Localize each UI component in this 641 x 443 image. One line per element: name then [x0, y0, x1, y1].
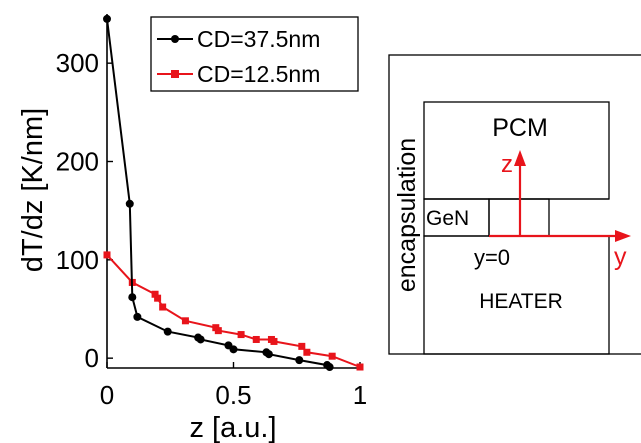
y-axis-label: y: [614, 243, 627, 271]
data-point: [103, 251, 111, 259]
data-point: [328, 352, 336, 360]
legend: CD=37.5nm CD=12.5nm: [150, 16, 359, 92]
data-point: [163, 327, 172, 336]
z-axis-arrow-head: [514, 150, 526, 166]
y-tick-label: 200: [56, 147, 99, 177]
data-point: [295, 356, 304, 365]
device-schematic: PCM encapsulation GeN y=0 HEATER z y: [388, 54, 641, 355]
legend-marker-square: [171, 70, 179, 78]
data-point: [303, 348, 311, 356]
data-point: [356, 363, 364, 371]
y-tick-label: 0: [85, 343, 99, 373]
heater-label: HEATER: [479, 290, 563, 313]
data-point: [133, 312, 142, 321]
series-cd-12-5nm: [103, 251, 364, 371]
data-point: [128, 293, 137, 302]
legend-label-cd-12-5: CD=12.5nm: [197, 61, 320, 87]
data-point: [325, 363, 334, 372]
encapsulation-label: encapsulation: [393, 138, 421, 292]
data-point: [264, 350, 273, 359]
x-axis-title: z [a.u.]: [189, 412, 276, 443]
data-point: [103, 14, 111, 23]
y-zero-label: y=0: [474, 245, 510, 270]
series-layer: [103, 14, 364, 372]
legend-entry-cd-37-5: CD=37.5nm: [157, 26, 320, 52]
x-tick-label: 1: [353, 380, 367, 410]
x-tick-label: 0: [100, 380, 114, 410]
legend-label-cd-37-5: CD=37.5nm: [197, 26, 320, 52]
data-point: [252, 335, 260, 343]
x-ticks: 0 0.5 1: [100, 362, 367, 410]
data-point: [125, 199, 134, 208]
pcm-label: PCM: [492, 114, 548, 142]
data-point: [229, 345, 238, 354]
data-point: [237, 331, 245, 339]
series-cd-37-5nm: [103, 14, 334, 372]
gen-label: GeN: [426, 207, 469, 230]
data-point: [270, 337, 278, 345]
y-tick-label: 100: [56, 245, 99, 275]
data-point: [298, 342, 306, 350]
y-ticks: 0 100 200 300: [56, 48, 113, 373]
y-axis-title: dT/dz [K/nm]: [17, 108, 49, 272]
data-point: [151, 290, 159, 298]
data-point: [159, 303, 167, 311]
y-axis-arrow-head: [615, 230, 631, 242]
data-point: [214, 327, 222, 335]
legend-entry-cd-12-5: CD=12.5nm: [157, 61, 320, 87]
x-tick-label: 0.5: [215, 380, 251, 410]
y-tick-label: 300: [56, 48, 99, 78]
data-point: [154, 294, 162, 302]
legend-box: [150, 16, 359, 92]
data-point: [181, 317, 189, 325]
legend-marker-circle: [171, 35, 179, 43]
z-axis-label: z: [501, 151, 513, 178]
data-point: [196, 335, 205, 344]
